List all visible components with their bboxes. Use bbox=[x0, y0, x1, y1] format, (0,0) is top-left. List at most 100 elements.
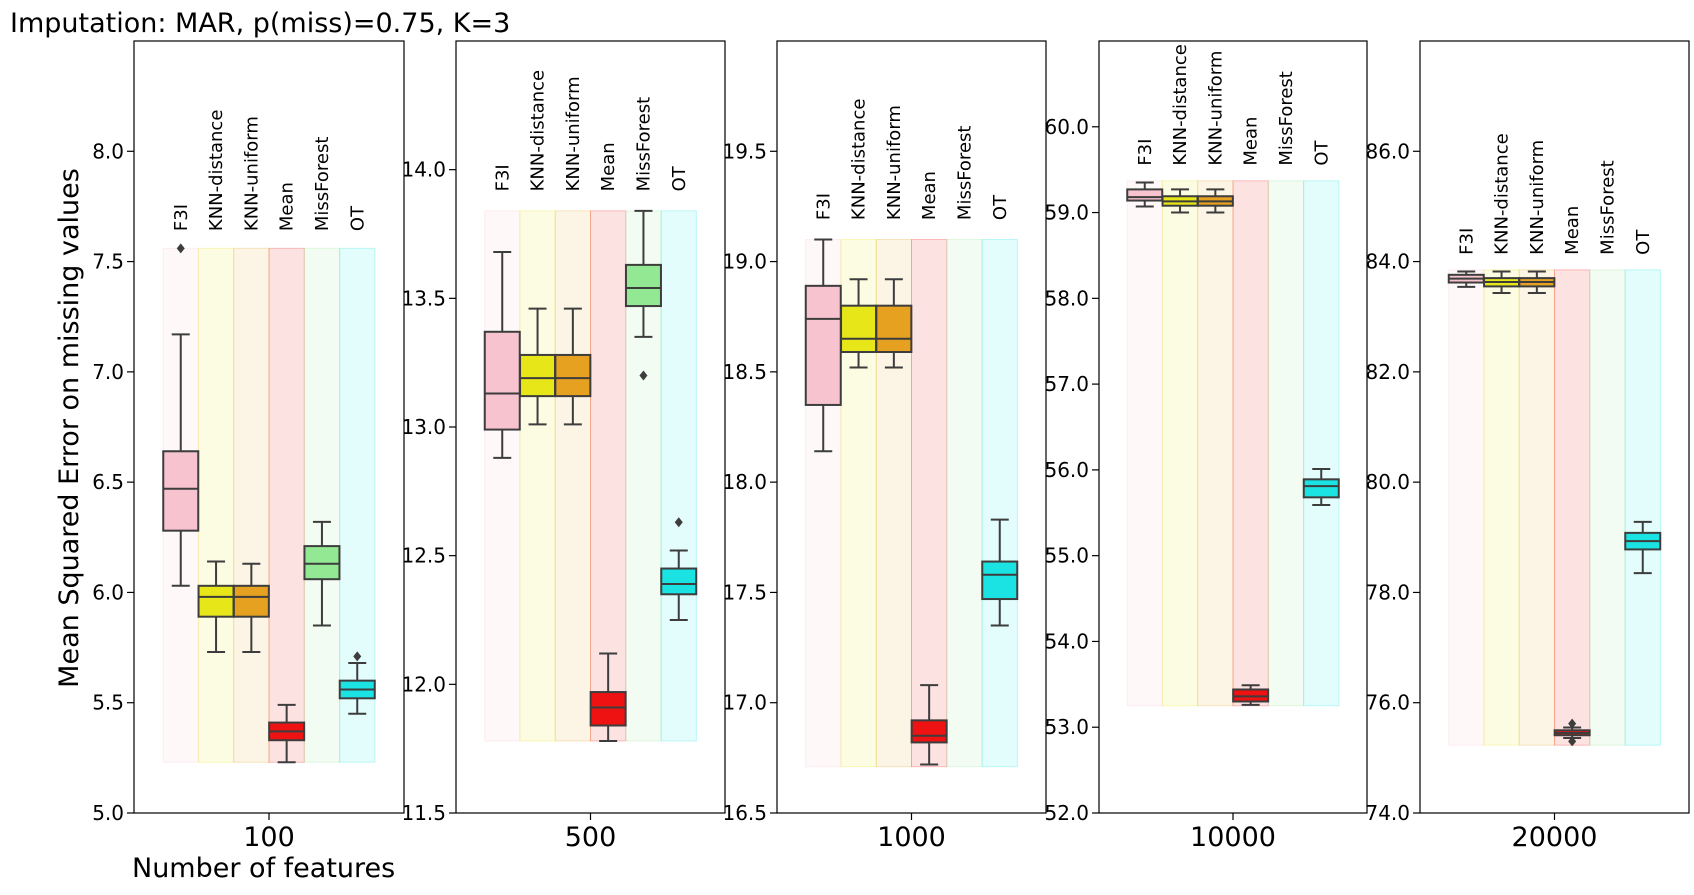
method-label-Mean: Mean bbox=[277, 182, 298, 231]
y-tick-label: 11.5 bbox=[401, 801, 446, 825]
y-tick-label: 7.0 bbox=[92, 360, 124, 384]
box-Mean bbox=[910, 719, 948, 744]
method-label-MissForest: MissForest bbox=[1597, 160, 1618, 255]
method-label-MissForest: MissForest bbox=[954, 126, 975, 221]
box-F3I bbox=[162, 450, 200, 532]
y-tick-label: 13.5 bbox=[401, 286, 446, 310]
y-tick-label: 80.0 bbox=[1365, 470, 1410, 494]
band-MissForest bbox=[1267, 180, 1305, 707]
box-MissForest bbox=[624, 263, 662, 308]
box-OT bbox=[981, 560, 1019, 601]
x-tick-label-10000: 10000 bbox=[1190, 822, 1276, 853]
y-tick-label: 19.0 bbox=[722, 250, 767, 274]
method-label-KNN-uniform: KNN-uniform bbox=[563, 76, 584, 191]
outlier-Mean-0 bbox=[1568, 718, 1577, 729]
method-label-KNN-distance: KNN-distance bbox=[1170, 44, 1191, 166]
y-tick-label: 86.0 bbox=[1365, 139, 1410, 163]
y-tick-label: 6.0 bbox=[92, 580, 124, 604]
box-KNN-uniform bbox=[875, 304, 913, 354]
y-tick-label: 59.0 bbox=[1044, 201, 1089, 225]
box-F3I bbox=[483, 330, 521, 431]
method-label-KNN-uniform: KNN-uniform bbox=[1205, 51, 1226, 166]
method-label-F3I: F3I bbox=[1456, 228, 1477, 255]
method-label-KNN-distance: KNN-distance bbox=[1492, 133, 1513, 255]
band-Mean bbox=[1554, 269, 1591, 746]
y-tick-label: 12.5 bbox=[401, 544, 446, 568]
band-F3I bbox=[1448, 269, 1485, 746]
method-label-MissForest: MissForest bbox=[312, 137, 333, 232]
box-Mean bbox=[589, 691, 627, 727]
band-Mean bbox=[1232, 180, 1269, 707]
band-KNN-distance bbox=[519, 210, 556, 742]
panel-20000: F3I KNN-distance KNN-uniform Mean MissForest… bbox=[1365, 40, 1690, 853]
box-KNN-distance bbox=[840, 304, 878, 354]
y-tick-label: 17.5 bbox=[722, 580, 767, 604]
outlier-OT-0 bbox=[353, 651, 362, 662]
y-tick-label: 8.0 bbox=[92, 139, 124, 163]
band-OT bbox=[981, 239, 1018, 768]
band-KNN-uniform bbox=[1518, 269, 1555, 746]
y-tick-label: 5.5 bbox=[92, 691, 124, 715]
band-KNN-uniform bbox=[554, 210, 592, 742]
method-label-Mean: Mean bbox=[1241, 117, 1262, 166]
x-axis-label: Number of features bbox=[132, 853, 395, 884]
y-tick-label: 82.0 bbox=[1365, 360, 1410, 384]
y-tick-label: 13.0 bbox=[401, 415, 446, 439]
chart-title: Imputation: MAR, p(miss)=0.75, K=3 bbox=[10, 8, 510, 39]
y-tick-label: 58.0 bbox=[1044, 286, 1089, 310]
y-tick-label: 18.5 bbox=[722, 360, 767, 384]
method-label-KNN-uniform: KNN-uniform bbox=[1527, 140, 1548, 255]
panel-10000: F3I KNN-distance KNN-uniform Mean MissForest… bbox=[1044, 40, 1368, 853]
box-KNN-distance bbox=[519, 353, 557, 398]
box-MissForest bbox=[303, 545, 341, 581]
y-tick-label: 16.5 bbox=[722, 801, 767, 825]
method-label-MissForest: MissForest bbox=[1276, 71, 1297, 166]
method-label-KNN-distance: KNN-distance bbox=[528, 70, 549, 192]
panel-100: F3I KNN-distance KNN-uniform Mean MissForest… bbox=[92, 40, 405, 853]
method-label-Mean: Mean bbox=[598, 142, 619, 191]
y-tick-label: 18.0 bbox=[722, 470, 767, 494]
band-Mean bbox=[268, 247, 305, 763]
y-tick-label: 53.0 bbox=[1044, 715, 1089, 739]
y-tick-label: 19.5 bbox=[722, 139, 767, 163]
y-axis-label: Mean Squared Error on missing values bbox=[54, 168, 85, 688]
y-tick-label: 5.0 bbox=[92, 801, 124, 825]
y-tick-label: 57.0 bbox=[1044, 372, 1089, 396]
y-tick-label: 14.0 bbox=[401, 158, 446, 182]
y-tick-label: 7.5 bbox=[92, 250, 124, 274]
box-KNN-uniform bbox=[554, 353, 592, 398]
band-OT bbox=[1624, 269, 1661, 746]
x-tick-label-100: 100 bbox=[243, 822, 295, 853]
box-OT bbox=[660, 567, 698, 596]
y-tick-label: 76.0 bbox=[1365, 691, 1410, 715]
band-OT bbox=[1303, 180, 1340, 707]
box-KNN-uniform bbox=[232, 584, 270, 618]
method-label-Mean: Mean bbox=[919, 171, 940, 220]
y-tick-label: 6.5 bbox=[92, 470, 124, 494]
box-F3I bbox=[804, 284, 842, 406]
method-label-MissForest: MissForest bbox=[633, 97, 654, 192]
method-label-F3I: F3I bbox=[813, 193, 834, 220]
y-tick-label: 84.0 bbox=[1365, 250, 1410, 274]
y-tick-label: 17.0 bbox=[722, 691, 767, 715]
outlier-Mean-1 bbox=[1568, 736, 1577, 747]
y-tick-label: 74.0 bbox=[1365, 801, 1410, 825]
panel-500: F3I KNN-distance KNN-uniform Mean MissForest… bbox=[401, 40, 726, 853]
band-KNN-uniform bbox=[233, 247, 270, 763]
method-label-OT: OT bbox=[1633, 229, 1654, 255]
box-OT bbox=[1302, 478, 1340, 499]
band-KNN-uniform bbox=[1197, 180, 1234, 707]
y-tick-label: 54.0 bbox=[1044, 629, 1089, 653]
band-MissForest bbox=[1589, 269, 1626, 746]
method-label-F3I: F3I bbox=[492, 164, 513, 191]
band-KNN-distance bbox=[1161, 180, 1199, 707]
panel-1000: F3I KNN-distance KNN-uniform Mean MissForest… bbox=[722, 40, 1047, 853]
method-label-KNN-distance: KNN-distance bbox=[206, 110, 227, 232]
y-tick-label: 55.0 bbox=[1044, 544, 1089, 568]
method-label-Mean: Mean bbox=[1562, 206, 1583, 255]
band-MissForest bbox=[946, 239, 983, 768]
outlier-OT-0 bbox=[674, 517, 683, 528]
band-OT bbox=[660, 210, 697, 742]
method-label-F3I: F3I bbox=[171, 204, 192, 231]
